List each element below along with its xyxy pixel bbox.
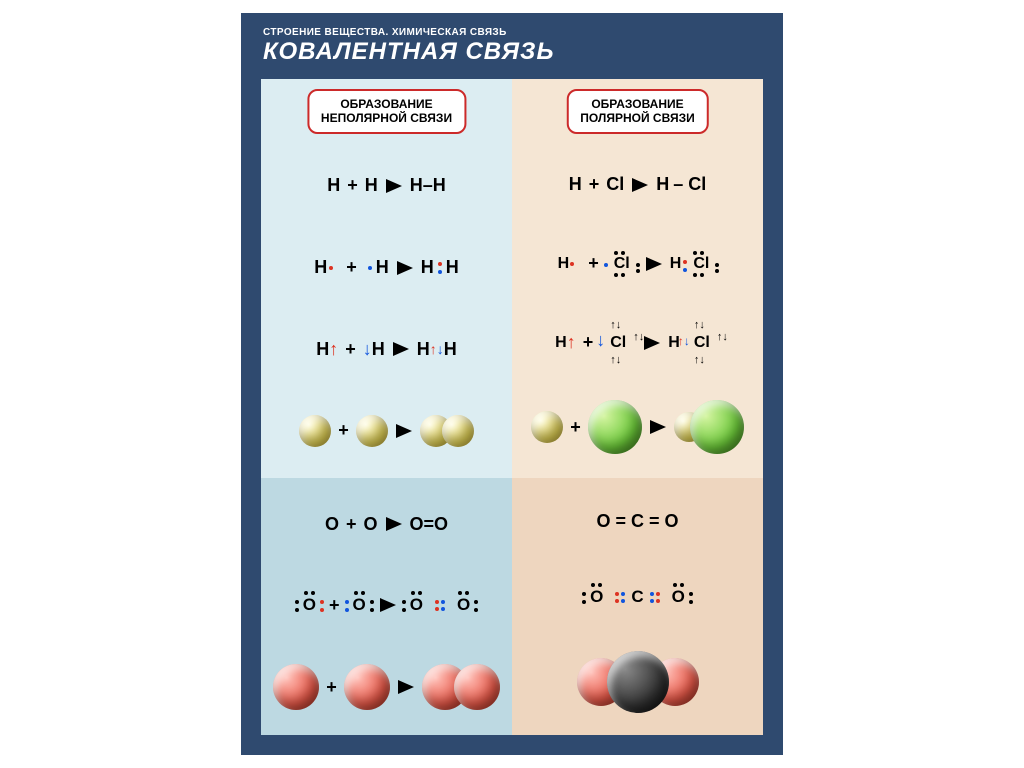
- column-co2: O = C = O O C: [512, 478, 763, 735]
- badge-nonpolar: ОБРАЗОВАНИЕ НЕПОЛЯРНОЙ СВЯЗИ: [307, 89, 466, 134]
- row-co2-spheres: [522, 651, 753, 713]
- rows-o2: O + O O=O O +: [261, 484, 512, 735]
- arrow-icon: [386, 179, 402, 193]
- row-co2-symbolic: O = C = O: [522, 500, 753, 544]
- row-co2-dots: O C O: [522, 575, 753, 619]
- bottom-section: O + O O=O O +: [261, 478, 763, 735]
- column-nonpolar: ОБРАЗОВАНИЕ НЕПОЛЯРНОЙ СВЯЗИ H + H H–H H…: [261, 79, 512, 478]
- arrow-icon: [398, 680, 414, 694]
- arrow-icon: [386, 517, 402, 531]
- row-h2-spheres: +: [271, 409, 502, 453]
- row-h2-dots: H + H HH: [271, 246, 502, 290]
- row-o2-symbolic: O + O O=O: [271, 502, 502, 546]
- row-h2-spins: H↑ + ↓H H↑↓H: [271, 327, 502, 371]
- molecule-hcl: [674, 400, 744, 454]
- rows-co2: O = C = O O C: [512, 484, 763, 735]
- row-h2-symbolic: H + H H–H: [271, 164, 502, 208]
- sphere-o: [344, 664, 390, 710]
- row-hcl-symbolic: H + Cl H – Cl: [522, 163, 753, 207]
- molecule-o2: [422, 664, 500, 710]
- row-hcl-dots: H + Cl H: [522, 242, 753, 286]
- arrow-icon: [380, 598, 396, 612]
- poster: СТРОЕНИЕ ВЕЩЕСТВА. ХИМИЧЕСКАЯ СВЯЗЬ КОВА…: [241, 13, 783, 755]
- sphere-h: [531, 411, 563, 443]
- header: СТРОЕНИЕ ВЕЩЕСТВА. ХИМИЧЕСКАЯ СВЯЗЬ КОВА…: [247, 19, 777, 76]
- badge-line1: ОБРАЗОВАНИЕ: [321, 97, 452, 111]
- header-title: КОВАЛЕНТНАЯ СВЯЗЬ: [263, 38, 761, 66]
- arrow-icon: [650, 420, 666, 434]
- arrow-icon: [397, 261, 413, 275]
- row-o2-spheres: +: [271, 664, 502, 710]
- content-sheet: ОБРАЗОВАНИЕ НЕПОЛЯРНОЙ СВЯЗИ H + H H–H H…: [261, 79, 763, 735]
- sphere-h: [356, 415, 388, 447]
- column-polar: ОБРАЗОВАНИЕ ПОЛЯРНОЙ СВЯЗИ H + Cl H – Cl…: [512, 79, 763, 478]
- row-o2-dots: O + O: [271, 583, 502, 627]
- header-subtitle: СТРОЕНИЕ ВЕЩЕСТВА. ХИМИЧЕСКАЯ СВЯЗЬ: [263, 27, 761, 38]
- sphere-cl: [588, 400, 642, 454]
- arrow-icon: [396, 424, 412, 438]
- sphere-o: [273, 664, 319, 710]
- rows-left: H + H H–H H + H HH H↑: [261, 145, 512, 478]
- arrow-icon: [646, 257, 662, 271]
- badge-polar: ОБРАЗОВАНИЕ ПОЛЯРНОЙ СВЯЗИ: [566, 89, 708, 134]
- sphere-h: [299, 415, 331, 447]
- rows-right: H + Cl H – Cl H + Cl: [512, 145, 763, 478]
- row-hcl-spheres: +: [522, 400, 753, 454]
- arrow-icon: [644, 336, 660, 350]
- column-o2: O + O O=O O +: [261, 478, 512, 735]
- molecule-co2: [577, 651, 699, 713]
- row-hcl-spins: H↑ + ↓ ↑↓ Cl ↑↓ ↑↓ H ↑↓ ↑↓: [522, 321, 753, 365]
- badge-line1: ОБРАЗОВАНИЕ: [580, 97, 694, 111]
- molecule-h2: [420, 415, 474, 447]
- arrow-icon: [393, 342, 409, 356]
- badge-line2: НЕПОЛЯРНОЙ СВЯЗИ: [321, 111, 452, 125]
- badge-line2: ПОЛЯРНОЙ СВЯЗИ: [580, 111, 694, 125]
- arrow-icon: [632, 178, 648, 192]
- top-section: ОБРАЗОВАНИЕ НЕПОЛЯРНОЙ СВЯЗИ H + H H–H H…: [261, 79, 763, 478]
